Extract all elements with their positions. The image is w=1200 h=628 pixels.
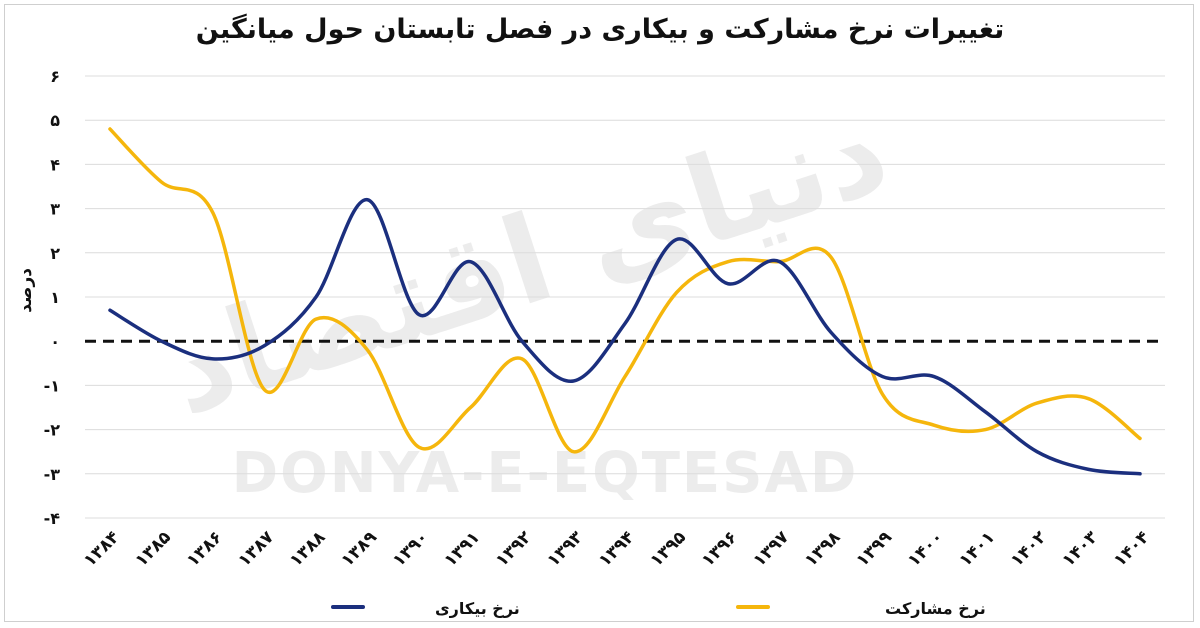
- x-tick-label: ۱۳۹۴: [595, 527, 638, 570]
- legend-label: نرخ بیکاری: [435, 599, 520, 618]
- x-tick-label: ۱۳۹۱: [441, 527, 484, 570]
- x-tick-label: ۱۴۰۰: [904, 527, 947, 570]
- y-tick-label: ۳: [50, 200, 60, 219]
- y-tick-label: -۲: [44, 421, 61, 440]
- y-tick-label: -۱: [44, 376, 60, 395]
- x-tick-label: ۱۳۸۴: [80, 527, 123, 570]
- x-tick-label: ۱۳۸۸: [286, 527, 330, 571]
- x-tick-label: ۱۳۹۵: [647, 527, 690, 570]
- x-tick-label: ۱۳۹۷: [750, 527, 794, 571]
- y-tick-label: ۴: [50, 155, 60, 174]
- chart-frame: [4, 4, 1194, 622]
- legend: نرخ بیکاری نرخ مشارکت: [331, 599, 986, 618]
- series-line-participation: [108, 127, 1142, 454]
- chart-title: تغییرات نرخ مشارکت و بیکاری در فصل تابست…: [195, 14, 1005, 45]
- legend-label: نرخ مشارکت: [885, 599, 986, 618]
- x-tick-label: ۱۳۹۲: [492, 527, 536, 571]
- x-tick-label: ۱۴۰۳: [1059, 527, 1103, 571]
- x-tick-label: ۱۴۰۲: [1007, 527, 1051, 571]
- x-tick-label: ۱۴۰۴: [1110, 527, 1153, 570]
- y-tick-label: -۳: [44, 465, 61, 484]
- x-tick-label: ۱۳۹۸: [801, 527, 845, 571]
- x-tick-label: ۱۳۹۰: [389, 527, 432, 570]
- x-tick-label: ۱۴۰۱: [956, 527, 999, 570]
- y-tick-label: ۵: [50, 111, 60, 130]
- x-tick-label: ۱۳۸۷: [235, 527, 279, 571]
- x-tick-label: ۱۳۸۶: [183, 527, 226, 570]
- series-line-unemployment: [108, 198, 1142, 476]
- x-tick-label: ۱۳۹۳: [544, 527, 588, 571]
- y-tick-label: ۶: [50, 67, 60, 86]
- y-tick-label: -۴: [44, 509, 61, 528]
- x-tick-label: ۱۳۸۵: [132, 527, 175, 570]
- x-tick-label: ۱۳۸۹: [338, 527, 382, 571]
- y-axis: -۴ -۳ -۲ -۱ ۰ ۱ ۲ ۳ ۴ ۵ ۶: [44, 67, 61, 528]
- y-tick-label: ۱: [50, 288, 60, 307]
- y-tick-label: ۲: [50, 244, 60, 263]
- series-group: [108, 127, 1142, 476]
- x-tick-label: ۱۳۹۶: [698, 527, 741, 570]
- y-tick-label: ۰: [50, 332, 60, 351]
- x-tick-label: ۱۳۹۹: [853, 527, 897, 571]
- grid: [85, 75, 1165, 519]
- x-axis: ۱۳۸۴ ۱۳۸۵ ۱۳۸۶ ۱۳۸۷ ۱۳۸۸ ۱۳۸۹ ۱۳۹۰ ۱۳۹۱ ۱۳۹۲ ۱۳۹۳…: [80, 527, 1153, 571]
